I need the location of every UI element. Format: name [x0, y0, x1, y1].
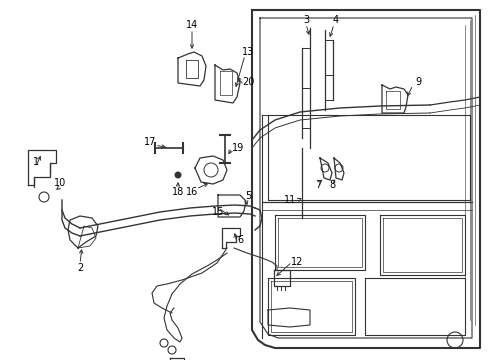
Text: 17: 17 — [143, 137, 156, 147]
Text: 14: 14 — [185, 20, 198, 30]
Text: 16: 16 — [185, 187, 198, 197]
Circle shape — [175, 172, 181, 178]
Text: 11: 11 — [284, 195, 296, 205]
Text: 9: 9 — [414, 77, 420, 87]
Text: 19: 19 — [231, 143, 244, 153]
Text: 8: 8 — [328, 180, 334, 190]
Text: 7: 7 — [314, 180, 321, 190]
Text: 2: 2 — [77, 263, 83, 273]
Text: 3: 3 — [303, 15, 308, 25]
Text: 4: 4 — [332, 15, 338, 25]
Text: 5: 5 — [244, 191, 251, 201]
Text: 20: 20 — [242, 77, 254, 87]
Text: 15: 15 — [211, 207, 224, 217]
Text: 10: 10 — [54, 178, 66, 188]
Text: 1: 1 — [33, 157, 39, 167]
Text: 13: 13 — [242, 47, 254, 57]
Text: 6: 6 — [237, 235, 243, 245]
Text: 18: 18 — [171, 187, 184, 197]
Text: 12: 12 — [290, 257, 303, 267]
